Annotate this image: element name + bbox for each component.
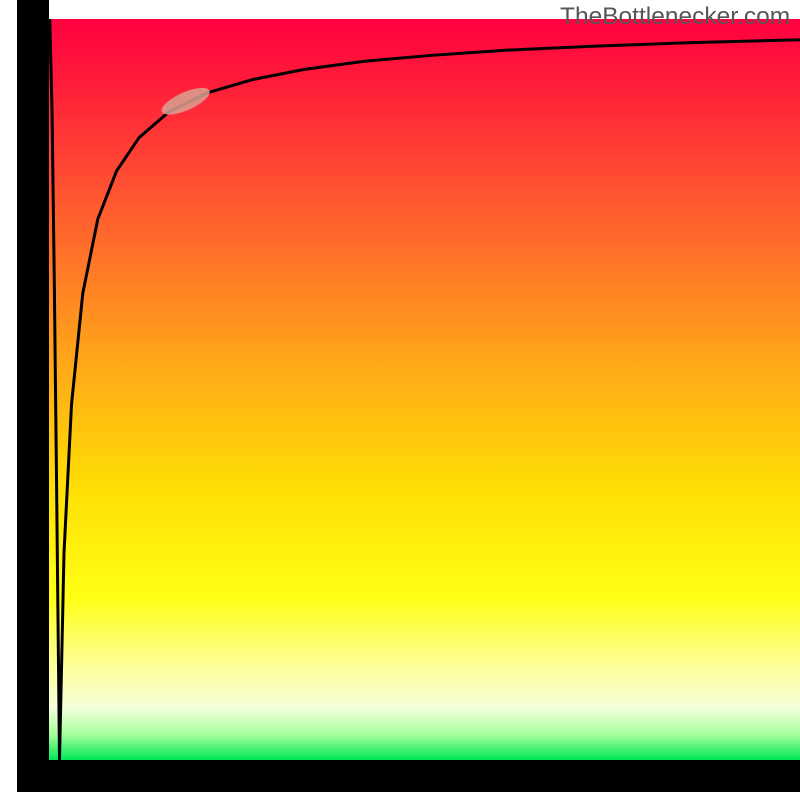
x-axis-bar xyxy=(17,760,800,792)
gradient-background xyxy=(49,19,800,760)
plot-area xyxy=(49,19,800,760)
watermark-text: TheBottlenecker.com xyxy=(560,3,790,31)
chart-stage: TheBottlenecker.com xyxy=(0,0,800,800)
y-axis-bar xyxy=(17,0,49,781)
